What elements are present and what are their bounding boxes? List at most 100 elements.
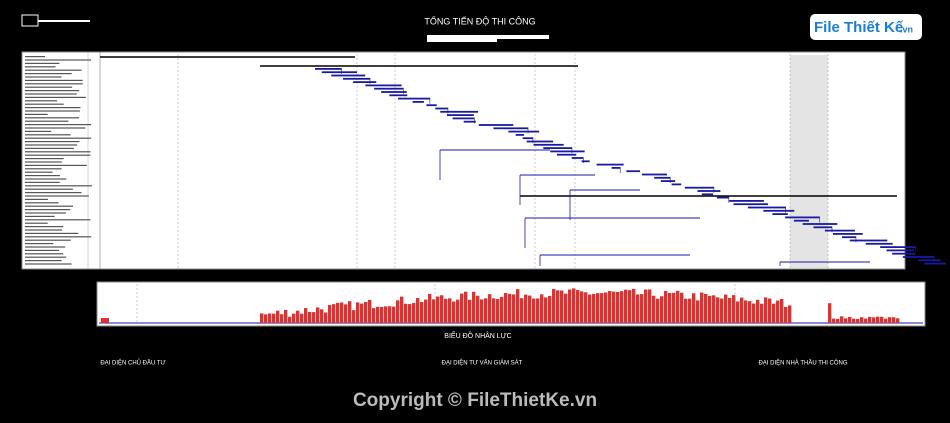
row-text [25, 161, 62, 163]
hist-bar [556, 290, 560, 323]
hist-bar [420, 302, 424, 323]
hist-bar [764, 297, 768, 323]
hist-bar [516, 289, 520, 323]
hist-bar [292, 313, 296, 323]
task-bar [550, 150, 585, 153]
task-bar [747, 206, 786, 209]
hist-bar [828, 303, 832, 323]
row-text [25, 66, 56, 68]
hist-bar [492, 298, 496, 323]
hist-bar [424, 299, 428, 323]
row-text [25, 83, 83, 85]
task-bar [684, 186, 714, 189]
hist-bar [632, 288, 636, 323]
row-text [25, 209, 71, 211]
row-text [25, 236, 92, 238]
hist-bar [872, 317, 876, 323]
hist-bar [604, 292, 608, 323]
hist-bar [304, 308, 308, 323]
hist-bar [860, 317, 864, 323]
hist-bar [856, 318, 860, 323]
hist-bar [376, 306, 380, 323]
row-text [25, 56, 46, 58]
hist-bar [344, 304, 348, 323]
row-text [25, 151, 91, 153]
task-bar [902, 256, 934, 258]
row-text [25, 226, 64, 228]
hist-bar [888, 317, 892, 323]
task-bar [543, 147, 572, 149]
task-bar [697, 190, 721, 192]
hist-bar [264, 314, 268, 323]
task-bar [389, 94, 408, 97]
hist-bar [692, 293, 696, 323]
hist-bar [340, 302, 344, 323]
row-text [25, 62, 60, 64]
hist-bar [576, 289, 580, 323]
hist-bar [536, 298, 540, 323]
task-bar [865, 242, 893, 245]
hist-bar [644, 289, 648, 323]
hist-bar [716, 297, 720, 323]
hatched-region [790, 55, 828, 268]
hist-bar [552, 288, 556, 323]
hist-bar [728, 297, 732, 323]
histogram-title: BIỂU ĐỒ NHÂN LỰC [444, 330, 511, 340]
row-text [25, 127, 86, 129]
hist-bar [412, 303, 416, 323]
hist-bar [760, 303, 764, 323]
hist-bar [884, 318, 888, 323]
task-bar [886, 249, 914, 252]
row-text [25, 253, 64, 255]
hist-bar [628, 290, 632, 323]
hist-bar [384, 306, 388, 323]
hist-bar [724, 294, 728, 323]
task-bar [763, 209, 795, 212]
task-bar [611, 167, 621, 169]
hist-bar [416, 298, 420, 323]
task-bar [556, 153, 577, 156]
task-bar [716, 196, 729, 199]
hist-bar [588, 294, 592, 323]
hist-bar [372, 308, 376, 323]
task-bar [642, 173, 667, 176]
hist-bar [448, 298, 452, 323]
hist-bar [636, 294, 640, 323]
task-bar [522, 137, 533, 140]
task-bar [412, 101, 424, 103]
hist-bar [776, 300, 780, 323]
task-bar [446, 114, 474, 116]
row-text [25, 164, 87, 166]
hist-bar [488, 294, 492, 323]
hist-bar [584, 292, 588, 323]
row-text [25, 219, 91, 221]
hist-bar [276, 310, 280, 323]
row-text [25, 175, 60, 177]
row-text [25, 215, 55, 217]
hist-bar [320, 309, 324, 323]
task-bar [426, 104, 437, 107]
hist-bar [268, 313, 272, 323]
row-text [25, 249, 60, 251]
task-bar [793, 219, 809, 222]
hist-bar [408, 304, 412, 323]
hist-bar [892, 317, 896, 323]
hist-bar [592, 293, 596, 323]
hist-bar [428, 293, 432, 323]
hist-bar [452, 301, 456, 323]
hist-bar [676, 290, 680, 323]
hist-bar [648, 289, 652, 323]
task-bar [832, 233, 863, 235]
row-text [25, 212, 67, 214]
row-text [25, 73, 72, 75]
hist-bar [652, 295, 656, 323]
hist-bar [756, 299, 760, 323]
gantt [25, 52, 946, 269]
row-text [25, 76, 62, 78]
task-bar [533, 143, 564, 146]
row-text [25, 79, 83, 81]
hist-bar [360, 303, 364, 323]
hist-bar [568, 289, 572, 323]
hist-bar [752, 303, 756, 323]
